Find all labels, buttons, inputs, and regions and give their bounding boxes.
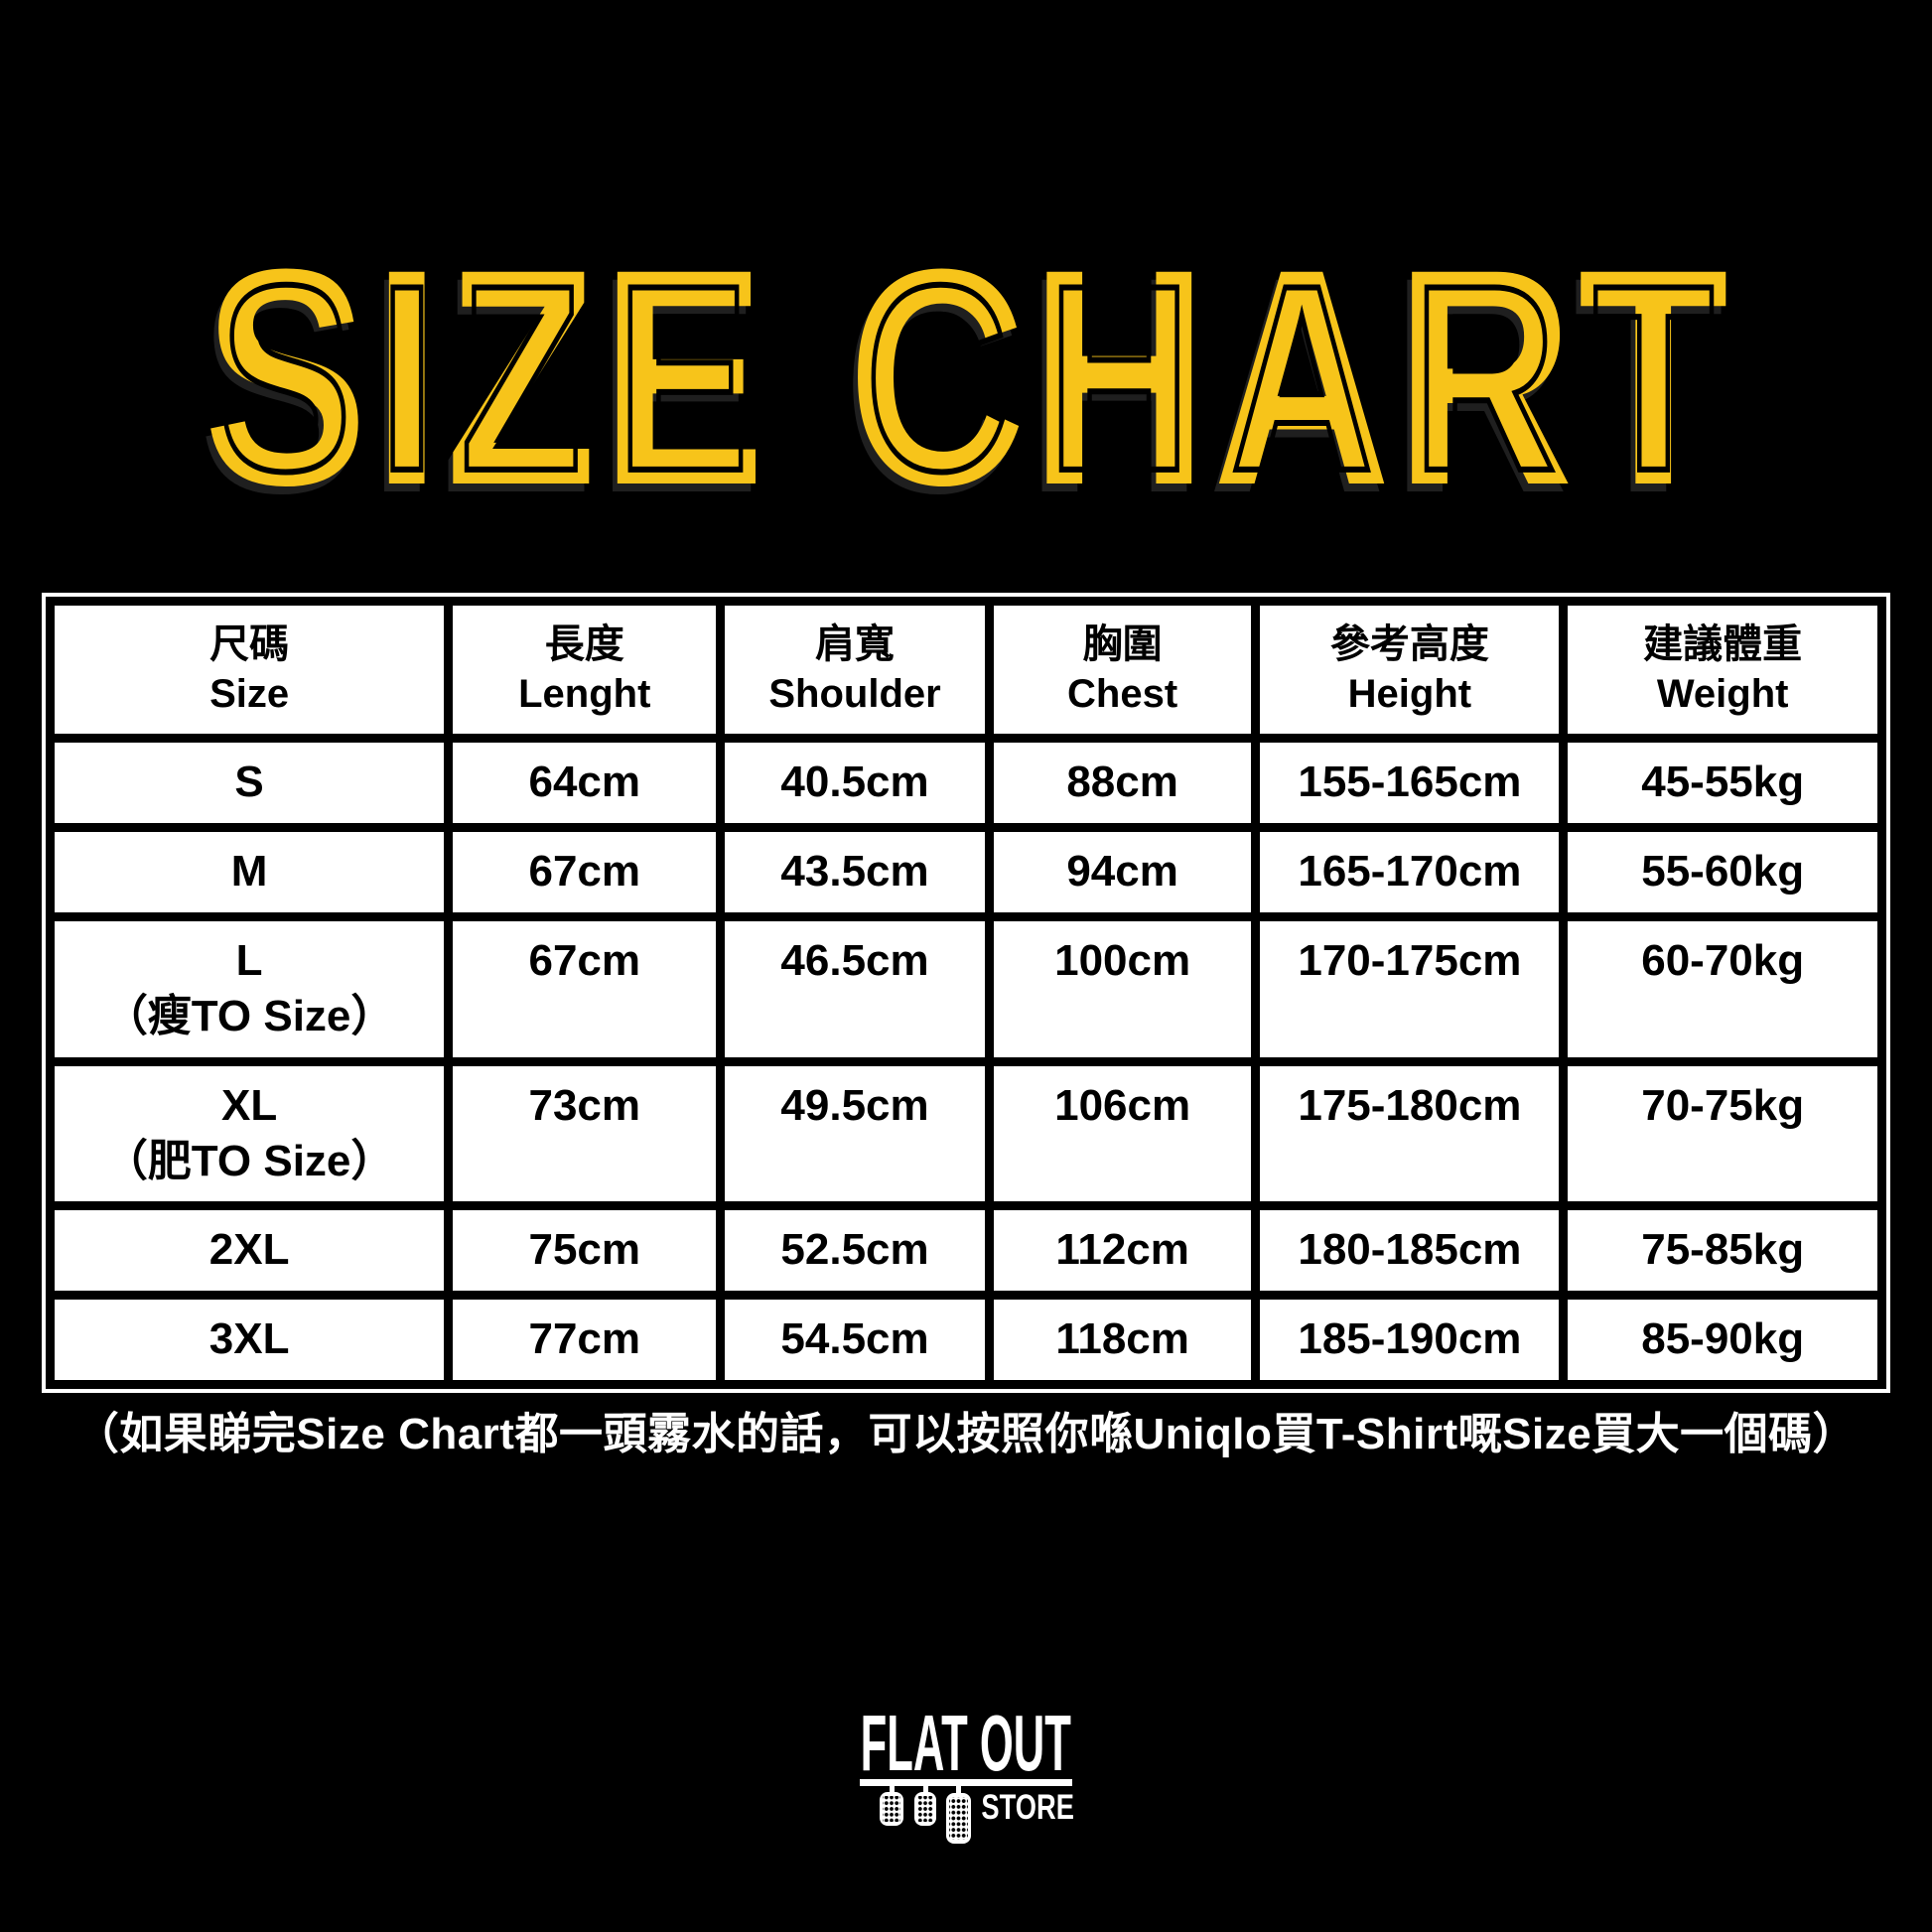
cell-length: 64cm xyxy=(453,743,717,823)
column-header-shoulder: 肩寬 Shoulder xyxy=(725,606,985,734)
cell-shoulder: 43.5cm xyxy=(725,831,985,912)
cell-weight: 75-85kg xyxy=(1568,1210,1877,1292)
clutch-pedal-icon xyxy=(880,1792,903,1826)
table-row-3xl: 3XL 77cm 54.5cm 118cm 185-190cm 85-90kg xyxy=(55,1300,1877,1381)
cell-length: 67cm xyxy=(453,831,717,912)
cell-size: 3XL xyxy=(55,1300,445,1381)
cell-weight: 45-55kg xyxy=(1568,743,1877,823)
cell-size: S xyxy=(55,743,445,823)
column-header-height: 參考高度 Height xyxy=(1260,606,1560,734)
logo-bar xyxy=(860,1779,1072,1786)
cell-length: 77cm xyxy=(453,1300,717,1381)
cell-size: M xyxy=(55,831,445,912)
cell-height: 185-190cm xyxy=(1260,1300,1560,1381)
column-header-length: 長度 Lenght xyxy=(453,606,717,734)
column-header-weight: 建議體重 Weight xyxy=(1568,606,1877,734)
cell-chest: 88cm xyxy=(993,743,1252,823)
cell-chest: 112cm xyxy=(993,1210,1252,1292)
column-header-size: 尺碼 Size xyxy=(55,606,445,734)
table-row-xl: XL （肥TO Size） 73cm 49.5cm 106cm 175-180cm… xyxy=(55,1065,1877,1202)
pedal-dots xyxy=(949,1797,968,1840)
pedal-stem xyxy=(956,1784,961,1794)
cell-length: 67cm xyxy=(453,920,717,1057)
cell-height: 165-170cm xyxy=(1260,831,1560,912)
cell-shoulder: 46.5cm xyxy=(725,920,985,1057)
column-header-chest: 胸圍 Chest xyxy=(993,606,1252,734)
table-row-l: L （瘦TO Size） 67cm 46.5cm 100cm 170-175cm … xyxy=(55,920,1877,1057)
size-table-holder: 尺碼 Size 長度 Lenght 肩寬 Shoulder 胸圍 Chest 參考高度 H… xyxy=(42,593,1890,1394)
pedal-stem xyxy=(890,1784,895,1794)
cell-length: 75cm xyxy=(453,1210,717,1292)
table-row-m: M 67cm 43.5cm 94cm 165-170cm 55-60kg xyxy=(55,831,1877,912)
cell-chest: 94cm xyxy=(993,831,1252,912)
flat-out-store-logo: FLAT OUT STORE xyxy=(860,1699,1074,1853)
sizing-advice-note: （如果睇完Size Chart都一頭霧水的話，可以按照你喺Uniqlo買T-Sh… xyxy=(74,1410,1858,1458)
cell-size: 2XL xyxy=(55,1210,445,1292)
cell-height: 155-165cm xyxy=(1260,743,1560,823)
pedal-stem xyxy=(923,1784,928,1794)
cell-length: 73cm xyxy=(453,1065,717,1202)
logo-flat-out-text: FLAT OUT xyxy=(860,1699,1072,1787)
cell-size: L （瘦TO Size） xyxy=(55,920,445,1057)
cell-size: XL （肥TO Size） xyxy=(55,1065,445,1202)
brake-pedal-icon xyxy=(914,1792,936,1826)
cell-weight: 60-70kg xyxy=(1568,920,1877,1057)
cell-chest: 106cm xyxy=(993,1065,1252,1202)
cell-chest: 100cm xyxy=(993,920,1252,1057)
cell-weight: 70-75kg xyxy=(1568,1065,1877,1202)
cell-weight: 85-90kg xyxy=(1568,1300,1877,1381)
table-row-2xl: 2XL 75cm 52.5cm 112cm 180-185cm 75-85kg xyxy=(55,1210,1877,1292)
cell-shoulder: 52.5cm xyxy=(725,1210,985,1292)
table-row-s: S 64cm 40.5cm 88cm 155-165cm 45-55kg xyxy=(55,743,1877,823)
cell-height: 175-180cm xyxy=(1260,1065,1560,1202)
cell-height: 170-175cm xyxy=(1260,920,1560,1057)
pedal-dots xyxy=(883,1796,900,1822)
accelerator-pedal-icon xyxy=(946,1793,971,1844)
cell-height: 180-185cm xyxy=(1260,1210,1560,1292)
size-table: 尺碼 Size 長度 Lenght 肩寬 Shoulder 胸圍 Chest 參考高度 H… xyxy=(42,593,1890,1394)
cell-chest: 118cm xyxy=(993,1300,1252,1381)
pedal-dots xyxy=(917,1796,933,1822)
cell-shoulder: 54.5cm xyxy=(725,1300,985,1381)
cell-shoulder: 49.5cm xyxy=(725,1065,985,1202)
cell-shoulder: 40.5cm xyxy=(725,743,985,823)
header-row: 尺碼 Size 長度 Lenght 肩寬 Shoulder 胸圍 Chest 參考高度 H… xyxy=(55,606,1877,734)
cell-weight: 55-60kg xyxy=(1568,831,1877,912)
logo-store-text: STORE xyxy=(981,1788,1074,1827)
